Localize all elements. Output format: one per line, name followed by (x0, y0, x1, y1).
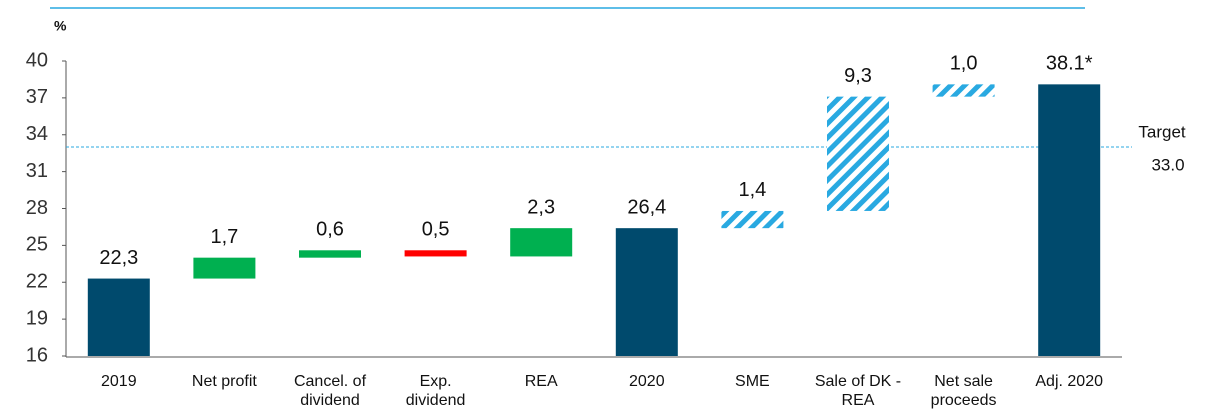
x-tick-label: Sale of DK - REA (814, 373, 902, 409)
bar (721, 210, 784, 229)
value-label: 1,4 (738, 179, 766, 201)
x-tick-label: 2019 (101, 373, 137, 390)
x-tick-label: Exp. dividend (405, 373, 466, 409)
x-tick-label: 2020 (629, 373, 665, 390)
x-tick-label: Cancel. of dividend (293, 373, 367, 409)
x-tick-label: Net profit (191, 373, 257, 390)
bar (299, 250, 361, 258)
unit-label: % (54, 18, 67, 34)
value-label: 26,4 (627, 196, 666, 218)
bar (510, 228, 573, 257)
value-label: 0,5 (422, 219, 450, 241)
value-label: 22,3 (99, 247, 138, 269)
bar (932, 84, 995, 97)
value-label: 1,0 (950, 53, 978, 75)
y-tick-label: 19 (26, 307, 48, 329)
bar (193, 257, 256, 279)
target-label: Target (1138, 122, 1186, 141)
value-label: 38.1* (1046, 53, 1093, 75)
x-tick-label: Net sale proceeds (930, 373, 997, 409)
bar (87, 278, 150, 356)
x-tick-label: SME (735, 373, 770, 390)
y-tick-label: 31 (26, 160, 48, 182)
value-label: 0,6 (316, 219, 344, 241)
y-tick-label: 34 (26, 123, 48, 145)
y-tick-label: 25 (26, 234, 48, 256)
x-tick-label: Adj. 2020 (1035, 373, 1103, 390)
y-tick-label: 40 (26, 49, 48, 71)
y-tick-label: 28 (26, 197, 48, 219)
y-tick-label: 37 (26, 86, 48, 108)
value-label: 2,3 (527, 196, 555, 218)
x-tick-label: REA (524, 373, 558, 390)
y-tick-label: 22 (26, 271, 48, 293)
value-label: 1,7 (210, 226, 238, 248)
bar (827, 96, 889, 211)
bar (404, 250, 467, 257)
y-tick-label: 16 (26, 344, 48, 366)
bar (1038, 84, 1101, 357)
target-value-label: 33.0 (1151, 155, 1184, 174)
bar (615, 228, 678, 356)
value-label: 9,3 (844, 65, 872, 87)
